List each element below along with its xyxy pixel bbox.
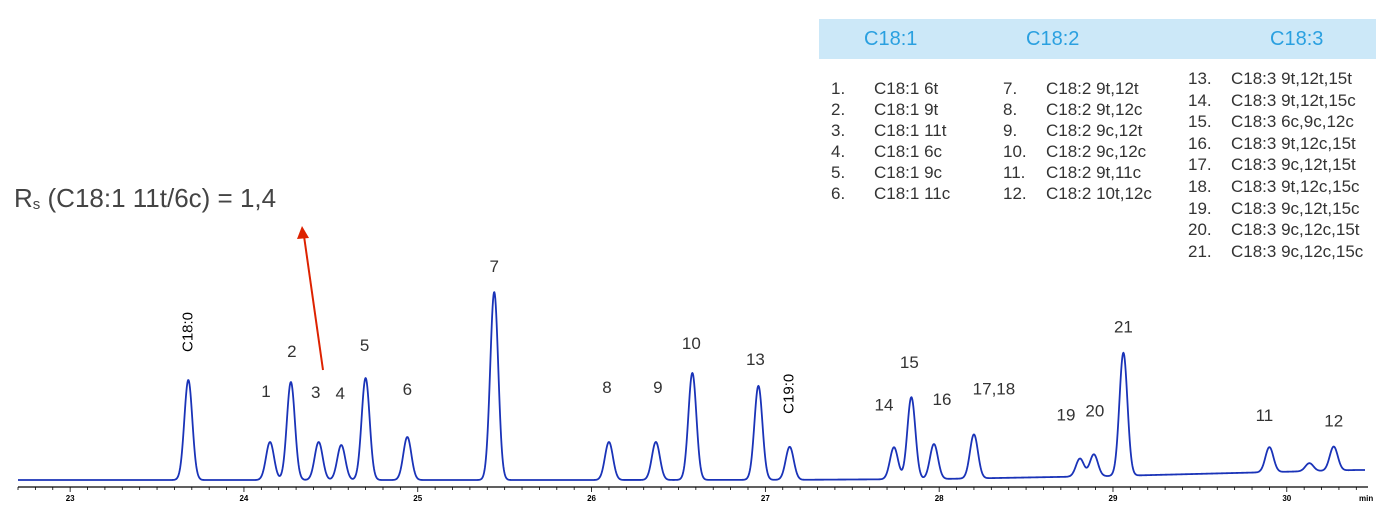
resolution-text: Rs (C18:1 11t/6c) = 1,4 [14, 183, 276, 213]
x-tick-label: 24 [239, 494, 248, 503]
legend-item-name: C18:2 9c,12t [1046, 121, 1143, 140]
peak-label-12: 12 [1324, 412, 1343, 431]
x-tick-label: 26 [587, 494, 596, 503]
peak-legend: C18:1 C18:2 C18:3 1. C18:1 6t 2. C18:1 9t 3.… [819, 19, 1379, 309]
legend-item-name: C18:3 9t,12c,15t [1231, 133, 1356, 153]
peak-label-1: 1 [261, 382, 270, 401]
peak-label-13: 13 [746, 350, 765, 369]
legend-header: C18:1 C18:2 C18:3 [819, 19, 1376, 59]
x-tick-label: 25 [413, 494, 422, 503]
resolution-arrow [303, 235, 324, 371]
legend-item-name: C18:3 9c,12c,15c [1231, 241, 1364, 261]
legend-item-number: 3. [831, 121, 846, 140]
peak-label-15: 15 [900, 353, 919, 372]
legend-item-number: 6. [831, 184, 846, 203]
legend-item-name: C18:2 9t,11c [1046, 163, 1142, 182]
legend-item-number: 8. [1003, 100, 1018, 119]
peak-label-21: 21 [1114, 318, 1133, 337]
legend-item-name: C18:1 6c [874, 142, 943, 161]
x-tick-label: 27 [761, 494, 770, 503]
resolution-subscript: s [33, 196, 41, 213]
peak-label-c19-0: C19:0 [781, 374, 798, 414]
x-unit-label: min [1359, 494, 1373, 503]
peak-label-2: 2 [287, 342, 296, 361]
legend-item-number: 21. [1188, 241, 1212, 261]
legend-item-number: 10. [1003, 142, 1027, 161]
peak-label-19: 19 [1056, 406, 1075, 425]
legend-item-name: C18:3 9c,12t,15t [1231, 155, 1356, 175]
legend-item-name: C18:3 9c,12c,15t [1231, 220, 1360, 240]
legend-item-number: 16. [1188, 133, 1212, 153]
peak-label-16: 16 [932, 390, 951, 409]
legend-header-c18-1: C18:1 [864, 28, 918, 50]
legend-header-c18-3: C18:3 [1270, 28, 1324, 50]
peak-label-4: 4 [336, 384, 345, 403]
legend-item-name: C18:3 9t,12c,15c [1231, 177, 1360, 196]
legend-item-number: 20. [1188, 220, 1212, 240]
legend-item-number: 19. [1188, 198, 1212, 218]
legend-item-name: C18:1 6t [874, 79, 939, 98]
peak-label-c18-0: C18:0 [179, 312, 196, 352]
peak-label-6: 6 [403, 380, 412, 399]
legend-item-name: C18:1 11c [874, 184, 951, 203]
peak-label-3: 3 [311, 383, 320, 402]
legend-item-name: C18:2 9c,12c [1046, 142, 1147, 161]
peak-label-14: 14 [875, 395, 894, 414]
legend-item-name: C18:1 9c [874, 163, 943, 182]
legend-item-number: 18. [1188, 177, 1212, 196]
peak-label-10: 10 [682, 334, 701, 353]
legend-header-c18-2: C18:2 [1026, 28, 1080, 50]
legend-item-name: C18:2 10t,12c [1046, 184, 1152, 203]
chromatogram-trace [17, 291, 1366, 481]
peak-label-11: 11 [1256, 406, 1274, 425]
peak-label-20: 20 [1085, 401, 1104, 420]
peak-label-8: 8 [602, 378, 611, 397]
legend-item-number: 9. [1003, 121, 1018, 140]
resolution-prefix: R [14, 183, 33, 213]
legend-item-number: 13. [1188, 69, 1212, 88]
legend-item-number: 12. [1003, 184, 1027, 203]
legend-item-number: 11. [1003, 163, 1026, 182]
x-tick-label: 30 [1282, 494, 1291, 503]
legend-item-number: 14. [1188, 90, 1212, 110]
legend-item-number: 7. [1003, 79, 1018, 98]
legend-item-number: 5. [831, 163, 846, 182]
peak-label-17-18: 17,18 [973, 379, 1016, 398]
x-tick-label: 28 [935, 494, 944, 503]
legend-item-name: C18:2 9t,12t [1046, 79, 1139, 98]
legend-item-name: C18:3 9t,12t,15c [1231, 90, 1356, 110]
legend-item-name: C18:1 11t [874, 121, 947, 140]
legend-item-name: C18:2 9t,12c [1046, 100, 1143, 119]
peak-label-7: 7 [489, 257, 498, 276]
legend-item-name: C18:1 9t [874, 100, 939, 119]
legend-item-number: 4. [831, 142, 846, 161]
resolution-value: (C18:1 11t/6c) = 1,4 [40, 183, 276, 213]
x-tick-label: 29 [1109, 494, 1118, 503]
legend-item-number: 15. [1188, 112, 1212, 132]
legend-item-number: 2. [831, 100, 846, 119]
legend-item-name: C18:3 9c,12t,15c [1231, 198, 1360, 218]
legend-item-number: 1. [831, 79, 846, 98]
peak-label-5: 5 [360, 336, 369, 355]
x-tick-label: 23 [66, 494, 75, 503]
peak-label-9: 9 [653, 378, 662, 397]
legend-item-number: 17. [1188, 155, 1212, 175]
resolution-arrowhead [297, 226, 309, 239]
legend-item-name: C18:3 9t,12t,15t [1231, 69, 1352, 88]
legend-item-name: C18:3 6c,9c,12c [1231, 112, 1354, 132]
x-axis: 23 24 25 26 27 28 29 30 min [17, 486, 1373, 503]
resolution-annotation: Rs (C18:1 11t/6c) = 1,4 [14, 183, 324, 371]
